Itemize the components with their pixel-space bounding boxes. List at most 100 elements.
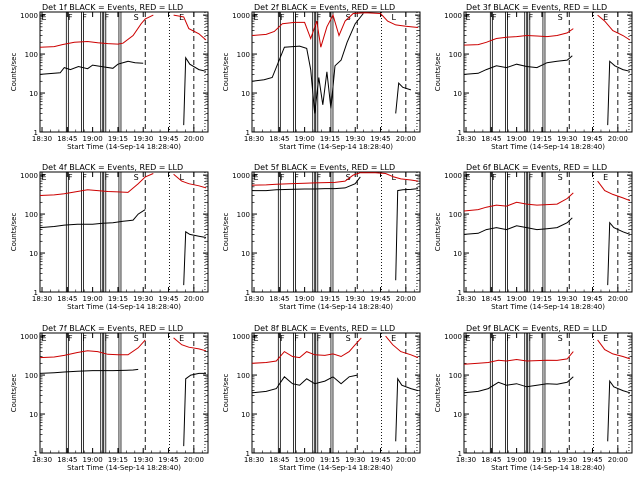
event-marker-s: S <box>346 173 351 182</box>
detector-plot-5: Det 5f BLACK = Events, RED = LLD 1 10 100 10… <box>222 163 421 311</box>
detector-plot-8: Det 8f BLACK = Events, RED = LLD 1 10 100 10… <box>222 324 421 472</box>
event-marker-f: F <box>528 13 533 22</box>
event-marker-e: E <box>391 334 396 343</box>
y-tick-label: 100 <box>237 51 250 59</box>
x-tick-label: 18:30 <box>456 135 476 143</box>
events-series-line <box>464 55 573 75</box>
y-tick-label: 1 <box>246 450 250 458</box>
x-tick-label: 19:15 <box>532 135 552 143</box>
event-marker-f: F <box>506 13 511 22</box>
lld-series-line <box>385 335 419 359</box>
x-tick-label: 20:00 <box>608 456 628 464</box>
detector-plot-2: Det 2f BLACK = Events, RED = LLD 1 10 100 10… <box>222 3 421 151</box>
detector-plot-1: Det 1f BLACK = Events, RED = LLD 1 10 100 10… <box>10 3 209 151</box>
lld-series-line <box>597 180 631 202</box>
event-marker-f: F <box>492 334 497 343</box>
series-group <box>464 14 631 126</box>
x-tick-label: 18:45 <box>57 135 77 143</box>
y-axis-label: Counts/sec <box>222 213 230 252</box>
x-tick-label: 19:00 <box>295 295 315 303</box>
x-tick-label: 18:45 <box>57 456 77 464</box>
x-tick-label: 19:45 <box>582 295 602 303</box>
x-tick-label: 19:15 <box>108 135 128 143</box>
x-tick-label: 19:30 <box>345 456 365 464</box>
event-marker-e: E <box>466 334 471 343</box>
x-axis-label: Start Time (14-Sep-14 18:28:40) <box>279 143 393 151</box>
series-group <box>40 14 207 126</box>
x-tick-label: 19:45 <box>370 456 390 464</box>
x-tick-label: 19:00 <box>507 456 527 464</box>
plot-frame <box>39 11 209 133</box>
y-tick-label: 1 <box>458 289 462 297</box>
series-group <box>40 337 207 447</box>
x-tick-label: 18:45 <box>57 295 77 303</box>
event-marker-f: F <box>82 334 87 343</box>
x-tick-label: 18:30 <box>244 295 264 303</box>
lld-series-line <box>173 173 207 189</box>
event-marker-s: S <box>558 334 563 343</box>
event-marker-f: F <box>506 173 511 182</box>
x-tick-label: 18:45 <box>269 456 289 464</box>
y-axis-label: Counts/sec <box>10 53 18 92</box>
event-marker-e: E <box>603 334 608 343</box>
x-tick-label: 19:15 <box>320 456 340 464</box>
y-tick-label: 1000 <box>444 12 462 20</box>
events-series-line <box>183 230 207 286</box>
event-marker-f: F <box>294 13 299 22</box>
x-tick-label: 18:30 <box>456 456 476 464</box>
events-series-line <box>183 372 206 447</box>
event-marker-e: E <box>179 334 184 343</box>
x-tick-label: 19:45 <box>158 456 178 464</box>
y-tick-label: 10 <box>453 90 462 98</box>
y-tick-label: 10 <box>453 411 462 419</box>
x-axis-label: Start Time (14-Sep-14 18:28:40) <box>491 303 605 311</box>
y-tick-label: 1000 <box>444 333 462 341</box>
y-tick-label: 1 <box>34 450 38 458</box>
x-tick-label: 19:00 <box>295 135 315 143</box>
detector-plot-9: Det 9f BLACK = Events, RED = LLD 1 10 100 10… <box>434 324 633 472</box>
event-marker-e: E <box>42 173 47 182</box>
y-tick-label: 100 <box>237 211 250 219</box>
plot-title: Det 1f BLACK = Events, RED = LLD <box>42 3 183 12</box>
event-marker-f: F <box>68 173 73 182</box>
series-group <box>252 335 419 442</box>
lld-series-line <box>464 192 574 212</box>
events-series-line <box>252 13 364 114</box>
x-tick-label: 19:30 <box>557 456 577 464</box>
events-series-line <box>607 60 631 126</box>
plot-title: Det 9f BLACK = Events, RED = LLD <box>466 324 607 333</box>
x-tick-label: 20:00 <box>396 295 416 303</box>
x-axis-label: Start Time (14-Sep-14 18:28:40) <box>279 464 393 472</box>
lld-series-line <box>464 28 574 46</box>
lld-series-line <box>375 172 419 182</box>
lld-series-line <box>252 172 376 186</box>
event-marker-s: S <box>134 173 139 182</box>
y-tick-label: 1 <box>458 129 462 137</box>
x-tick-label: 19:45 <box>370 295 390 303</box>
x-axis-label: Start Time (14-Sep-14 18:28:40) <box>67 143 181 151</box>
x-tick-label: 19:30 <box>133 295 153 303</box>
x-tick-label: 18:30 <box>32 135 52 143</box>
event-marker-e: E <box>466 173 471 182</box>
lld-series-line <box>40 339 146 359</box>
x-tick-label: 19:45 <box>370 135 390 143</box>
y-tick-label: 1 <box>458 450 462 458</box>
events-series-line <box>607 379 631 442</box>
event-marker-l: L <box>391 173 396 182</box>
event-marker-f: F <box>294 173 299 182</box>
series-group <box>464 339 631 442</box>
x-axis-label: Start Time (14-Sep-14 18:28:40) <box>67 464 181 472</box>
y-tick-label: 100 <box>449 372 462 380</box>
events-series-line <box>40 60 144 75</box>
event-marker-e: E <box>254 173 259 182</box>
event-marker-e: E <box>254 334 259 343</box>
x-tick-label: 19:15 <box>320 295 340 303</box>
y-tick-label: 100 <box>449 51 462 59</box>
y-tick-label: 10 <box>241 411 250 419</box>
event-marker-l: L <box>179 173 184 182</box>
x-tick-label: 19:30 <box>557 295 577 303</box>
x-axis-label: Start Time (14-Sep-14 18:28:40) <box>491 464 605 472</box>
event-marker-s: S <box>346 334 351 343</box>
